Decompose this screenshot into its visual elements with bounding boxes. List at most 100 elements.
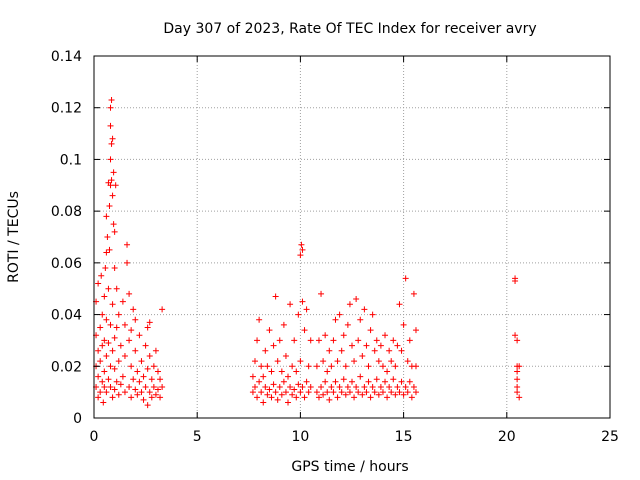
data-point	[357, 373, 364, 380]
data-point	[146, 389, 153, 396]
data-point	[107, 122, 114, 129]
data-point	[412, 389, 419, 396]
data-point	[266, 386, 273, 393]
data-point	[338, 347, 345, 354]
data-point	[301, 394, 308, 401]
data-point	[111, 228, 118, 235]
data-point	[365, 363, 372, 370]
data-point	[278, 391, 285, 398]
data-point	[315, 337, 322, 344]
data-point	[402, 275, 409, 282]
data-point	[514, 383, 521, 390]
data-point	[103, 316, 110, 323]
y-tick-label: 0.1	[60, 152, 82, 168]
data-point	[363, 342, 370, 349]
data-point	[108, 96, 115, 103]
data-point	[320, 358, 327, 365]
x-tick-label: 0	[90, 429, 99, 445]
data-point	[406, 337, 413, 344]
data-point	[282, 352, 289, 359]
data-point	[371, 389, 378, 396]
data-point	[154, 386, 161, 393]
data-point	[384, 394, 391, 401]
data-point	[146, 352, 153, 359]
data-point	[142, 342, 149, 349]
data-point	[254, 337, 261, 344]
data-point	[132, 316, 139, 323]
data-point	[159, 383, 166, 390]
data-point	[121, 389, 128, 396]
data-point	[377, 383, 384, 390]
data-point	[103, 352, 110, 359]
data-point	[106, 246, 113, 253]
data-point	[112, 182, 119, 189]
data-point	[274, 396, 281, 403]
data-point	[396, 301, 403, 308]
data-point	[293, 368, 300, 375]
data-point	[346, 301, 353, 308]
data-point	[334, 394, 341, 401]
x-tick-label: 10	[291, 429, 309, 445]
data-point	[111, 386, 118, 393]
data-point	[150, 363, 157, 370]
data-point	[299, 298, 306, 305]
data-point	[126, 383, 133, 390]
data-point	[386, 347, 393, 354]
data-point	[138, 389, 145, 396]
data-point	[384, 368, 391, 375]
data-point	[514, 389, 521, 396]
data-point	[298, 241, 305, 248]
data-point	[340, 332, 347, 339]
chart-title: Day 307 of 2023, Rate Of TEC Index for r…	[163, 21, 536, 37]
data-point	[109, 301, 116, 308]
data-point	[324, 368, 331, 375]
data-point	[406, 378, 413, 385]
data-point	[272, 293, 279, 300]
data-point	[150, 383, 157, 390]
data-point	[97, 324, 104, 331]
data-point	[109, 347, 116, 354]
data-point	[103, 389, 110, 396]
data-point	[408, 394, 415, 401]
data-point	[111, 334, 118, 341]
data-point	[388, 358, 395, 365]
data-point	[402, 383, 409, 390]
data-point	[379, 363, 386, 370]
x-tick-label: 5	[193, 429, 202, 445]
data-point	[276, 337, 283, 344]
data-point	[357, 316, 364, 323]
data-point	[516, 394, 523, 401]
data-point	[144, 365, 151, 372]
data-point	[104, 234, 111, 240]
data-point	[278, 368, 285, 375]
data-point	[105, 376, 112, 383]
data-point	[107, 363, 114, 370]
data-point	[130, 376, 137, 383]
data-point	[328, 363, 335, 370]
data-point	[361, 383, 368, 390]
data-point	[363, 389, 370, 396]
data-point	[260, 399, 267, 406]
data-point	[140, 396, 147, 403]
data-point	[514, 368, 521, 375]
data-point	[412, 363, 419, 370]
data-point	[390, 376, 397, 383]
data-point	[351, 358, 358, 365]
data-point	[101, 383, 108, 390]
data-point	[132, 347, 139, 354]
data-point	[128, 394, 135, 401]
data-point	[514, 376, 521, 383]
data-point	[398, 347, 405, 354]
data-point	[282, 389, 289, 396]
data-point	[392, 363, 399, 370]
data-point	[142, 383, 149, 390]
data-point	[398, 378, 405, 385]
data-point	[338, 389, 345, 396]
data-point	[107, 383, 114, 390]
data-point	[394, 383, 401, 390]
data-point	[326, 347, 333, 354]
grid-lines	[94, 56, 610, 418]
data-point	[107, 156, 114, 163]
data-point	[97, 358, 104, 365]
data-point	[344, 321, 351, 328]
